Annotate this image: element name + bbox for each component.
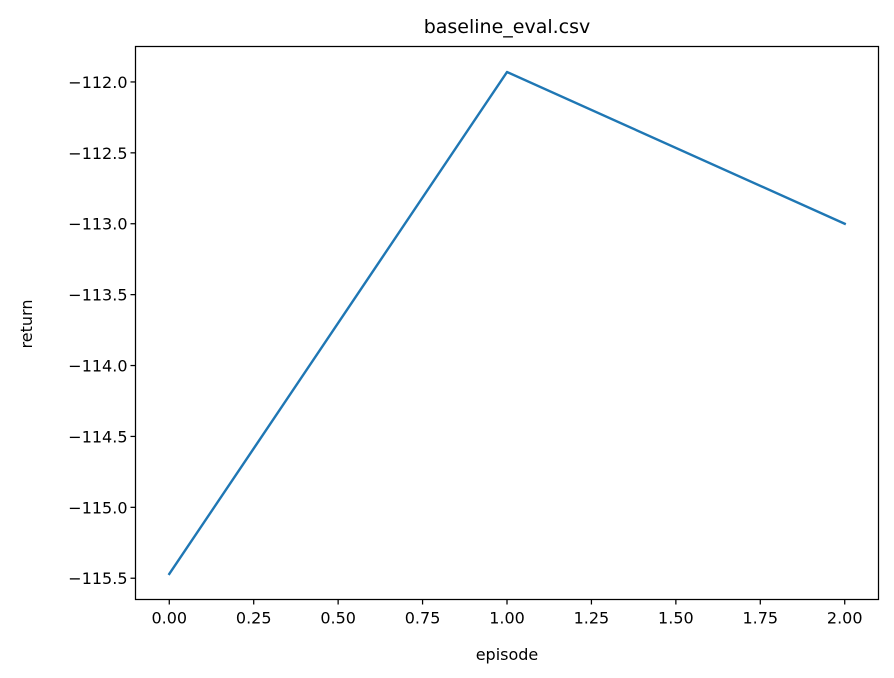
series-line: [167, 70, 847, 576]
x-axis-label: episode: [476, 645, 539, 664]
x-tick-label: 1.75: [742, 609, 778, 628]
plot-area-frame: [134, 45, 880, 601]
y-axis-label: return: [17, 300, 36, 349]
x-tick-label: 0.75: [405, 609, 441, 628]
x-tick-label: 1.25: [574, 609, 610, 628]
y-tick-label: −113.0: [68, 215, 127, 234]
x-tick-label: 1.00: [489, 609, 525, 628]
y-axis-ticks: −112.0 −112.5 −113.0 −113.5 −114.0 −114.5 −115…: [68, 73, 136, 588]
y-tick-label: −114.5: [68, 427, 127, 446]
y-tick-label: −112.5: [68, 144, 127, 163]
x-tick-label: 0.50: [320, 609, 356, 628]
y-tick-label: −113.5: [68, 286, 127, 305]
x-tick-label: 0.25: [236, 609, 272, 628]
chart-title: baseline_eval.csv: [424, 16, 591, 38]
series-layer: [167, 70, 847, 576]
y-tick-label: −114.0: [68, 357, 127, 376]
x-tick-label: 1.50: [658, 609, 694, 628]
y-tick-label: −115.0: [68, 498, 127, 517]
y-tick-label: −115.5: [68, 569, 127, 588]
x-tick-label: 2.00: [827, 609, 863, 628]
y-tick-label: −112.0: [68, 73, 127, 92]
x-tick-label: 0.00: [151, 609, 187, 628]
x-axis-ticks: 0.00 0.25 0.50 0.75 1.00 1.25 1.50 1.75 2.00: [151, 599, 863, 628]
